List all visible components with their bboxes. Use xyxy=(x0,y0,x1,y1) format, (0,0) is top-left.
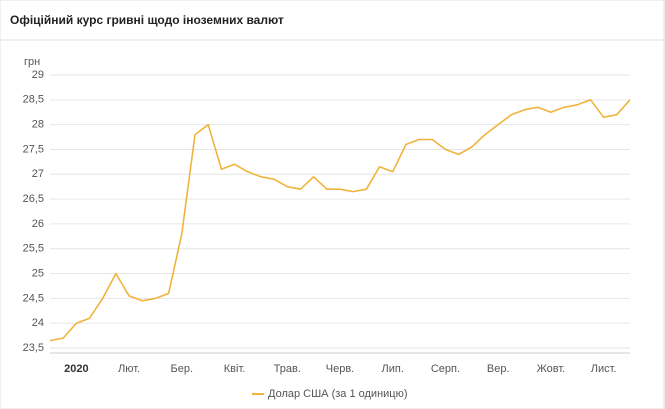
x-tick-label: Серп. xyxy=(431,363,460,375)
x-tick-label: Лип. xyxy=(382,363,404,375)
y-tick-label: 27,5 xyxy=(23,143,44,155)
x-tick-label: Черв. xyxy=(326,363,354,375)
chart-title: Офіційний курс гривні щодо іноземних вал… xyxy=(10,13,284,27)
y-tick-label: 27 xyxy=(32,168,44,180)
x-tick-label: Вер. xyxy=(487,363,510,375)
y-tick-label: 28,5 xyxy=(23,94,44,106)
y-tick-label: 24,5 xyxy=(23,292,44,304)
x-tick-label: Жовт. xyxy=(537,363,566,375)
y-axis-label: грн xyxy=(24,56,40,68)
y-tick-label: 24 xyxy=(32,317,44,329)
x-tick-label: Лют. xyxy=(118,363,140,375)
line-series xyxy=(49,99,631,342)
x-tick-label: Бер. xyxy=(171,363,194,375)
y-tick-label: 29 xyxy=(32,69,44,81)
y-tick-label: 26 xyxy=(32,218,44,230)
y-tick-label: 25,5 xyxy=(23,243,44,255)
x-tick-label: Лист. xyxy=(591,363,617,375)
y-tick-label: 28 xyxy=(32,119,44,131)
y-tick-label: 26,5 xyxy=(23,193,44,205)
x-tick-label: Квіт. xyxy=(224,363,246,375)
legend-label: Долар США (за 1 одиницю) xyxy=(268,388,408,400)
y-tick-label: 25 xyxy=(32,267,44,279)
x-tick-label: 2020 xyxy=(64,363,88,375)
y-tick-label: 23,5 xyxy=(23,342,44,354)
x-tick-label: Трав. xyxy=(274,363,301,375)
